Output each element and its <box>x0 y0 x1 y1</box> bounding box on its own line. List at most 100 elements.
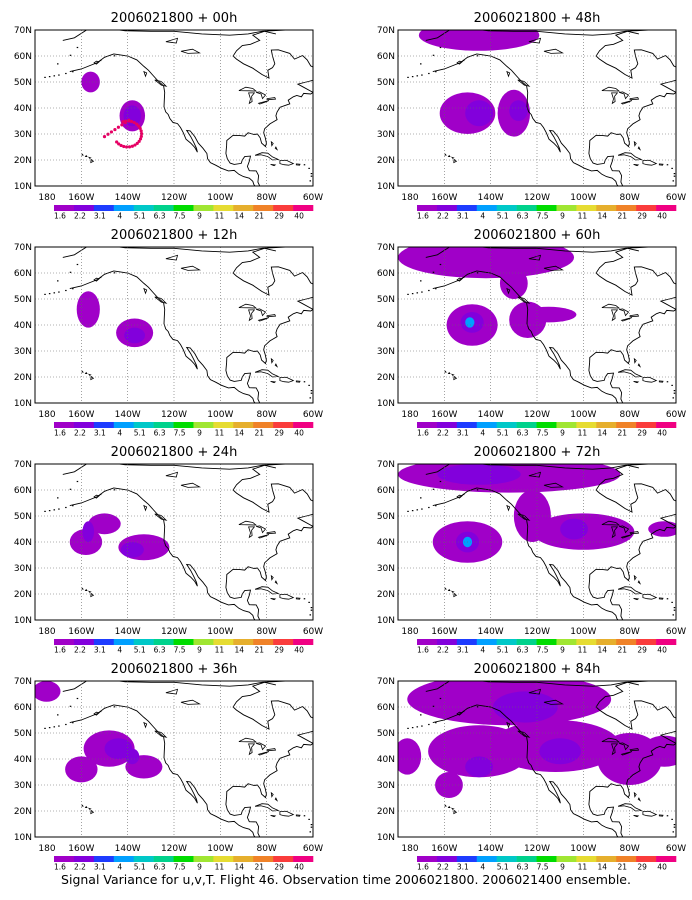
island-speck <box>666 381 669 383</box>
island-speck <box>309 614 312 616</box>
coastline <box>658 814 664 817</box>
colorbar-label: 14 <box>235 646 245 655</box>
longitude-label: 120W <box>524 410 550 420</box>
colorbar-swatch <box>153 422 174 428</box>
coastline <box>81 370 84 373</box>
colorbar-label: 7.5 <box>537 646 549 655</box>
island-speck <box>57 714 59 716</box>
latitude-label: 60N <box>14 52 32 62</box>
coastline <box>633 598 640 601</box>
colorbar-label: 21 <box>254 429 264 438</box>
colorbar-swatch <box>476 639 497 645</box>
coastline <box>165 254 179 261</box>
island-speck <box>462 276 465 279</box>
coastline <box>611 743 619 756</box>
observation-point <box>138 126 142 130</box>
latitude-label: 30N <box>14 347 32 357</box>
longitude-label: 140W <box>478 193 504 203</box>
colorbar-label: 1.6 <box>54 646 66 655</box>
coastline <box>642 376 658 383</box>
colorbar-swatch <box>233 422 254 428</box>
island-speck <box>303 815 306 817</box>
colorbar-swatch <box>93 639 115 645</box>
coastline <box>81 587 84 590</box>
coastline <box>84 805 88 808</box>
island-speck <box>76 46 79 49</box>
map-panel: 2006021800 + 48h 70N 60N 50N 40N 30N 20N 10N 180… <box>377 11 686 221</box>
island-speck <box>476 706 479 708</box>
colorbar-swatch <box>113 422 134 428</box>
colorbar-label: 3.1 <box>457 429 469 438</box>
colorbar-swatch <box>133 422 154 428</box>
latitude-label: 70N <box>377 677 395 687</box>
latitude-label: 10N <box>377 182 395 192</box>
colorbar-label: 21 <box>254 863 264 872</box>
coastline <box>93 277 101 282</box>
island-speck <box>672 831 675 833</box>
island-speck <box>476 272 479 274</box>
island-speck <box>673 173 676 175</box>
coastline <box>601 86 621 92</box>
coastline <box>528 254 542 261</box>
coastline <box>637 797 642 802</box>
coastline <box>62 247 313 403</box>
colorbar-swatch <box>656 856 677 862</box>
island-speck <box>113 706 116 708</box>
longitude-label: 120W <box>524 627 550 637</box>
colorbar-label: 21 <box>254 212 264 221</box>
coastline <box>450 156 455 159</box>
island-speck <box>411 510 414 512</box>
colorbar-swatch <box>54 205 75 211</box>
observation-point <box>139 132 144 136</box>
colorbar-label: 3.1 <box>94 863 106 872</box>
colorbar-swatch <box>536 205 557 211</box>
variance-contour <box>539 738 582 765</box>
observation-point <box>109 130 114 134</box>
island-speck <box>48 293 51 295</box>
coastline <box>617 152 643 161</box>
latitude-label: 30N <box>377 130 395 140</box>
island-speck <box>113 55 116 57</box>
colorbar-swatch <box>516 205 537 211</box>
colorbar-label: 21 <box>254 646 264 655</box>
island-speck <box>310 609 313 611</box>
colorbar-swatch <box>293 422 314 428</box>
colorbar-label: 1.6 <box>54 429 66 438</box>
colorbar-swatch <box>476 205 497 211</box>
colorbar-label: 21 <box>617 863 627 872</box>
island-speck <box>310 390 313 392</box>
coastline <box>517 730 531 738</box>
colorbar-label: 1.6 <box>417 212 429 221</box>
coastline <box>254 369 280 378</box>
island-speck <box>671 601 673 603</box>
variance-contour <box>465 317 475 328</box>
island-speck <box>673 824 676 826</box>
longitude-label: 180 <box>401 627 418 637</box>
island-speck <box>439 697 442 700</box>
colorbar-label: 2.2 <box>437 863 449 872</box>
island-speck <box>44 293 46 295</box>
colorbar-swatch <box>456 639 478 645</box>
latitude-label: 40N <box>14 104 32 114</box>
island-speck <box>327 523 329 524</box>
coastline <box>543 699 564 705</box>
variance-contour <box>69 529 103 555</box>
longitude-label: 60W <box>303 627 323 637</box>
observation-point <box>130 144 134 148</box>
panel-title: 2006021800 + 60h <box>474 228 601 243</box>
longitude-label: 80W <box>256 193 276 203</box>
colorbar-label: 1.6 <box>417 429 429 438</box>
latitude-label: 60N <box>377 486 395 496</box>
colorbar-label: 11 <box>578 429 588 438</box>
colorbar-swatch <box>436 856 458 862</box>
coastline <box>154 79 168 87</box>
coastline <box>154 730 168 738</box>
island-speck <box>407 76 409 78</box>
colorbar-label: 11 <box>578 646 588 655</box>
latitude-label: 10N <box>377 616 395 626</box>
coastline <box>447 805 451 808</box>
longitude-label: 120W <box>161 410 187 420</box>
island-speck <box>685 519 687 520</box>
colorbar-swatch <box>556 856 577 862</box>
